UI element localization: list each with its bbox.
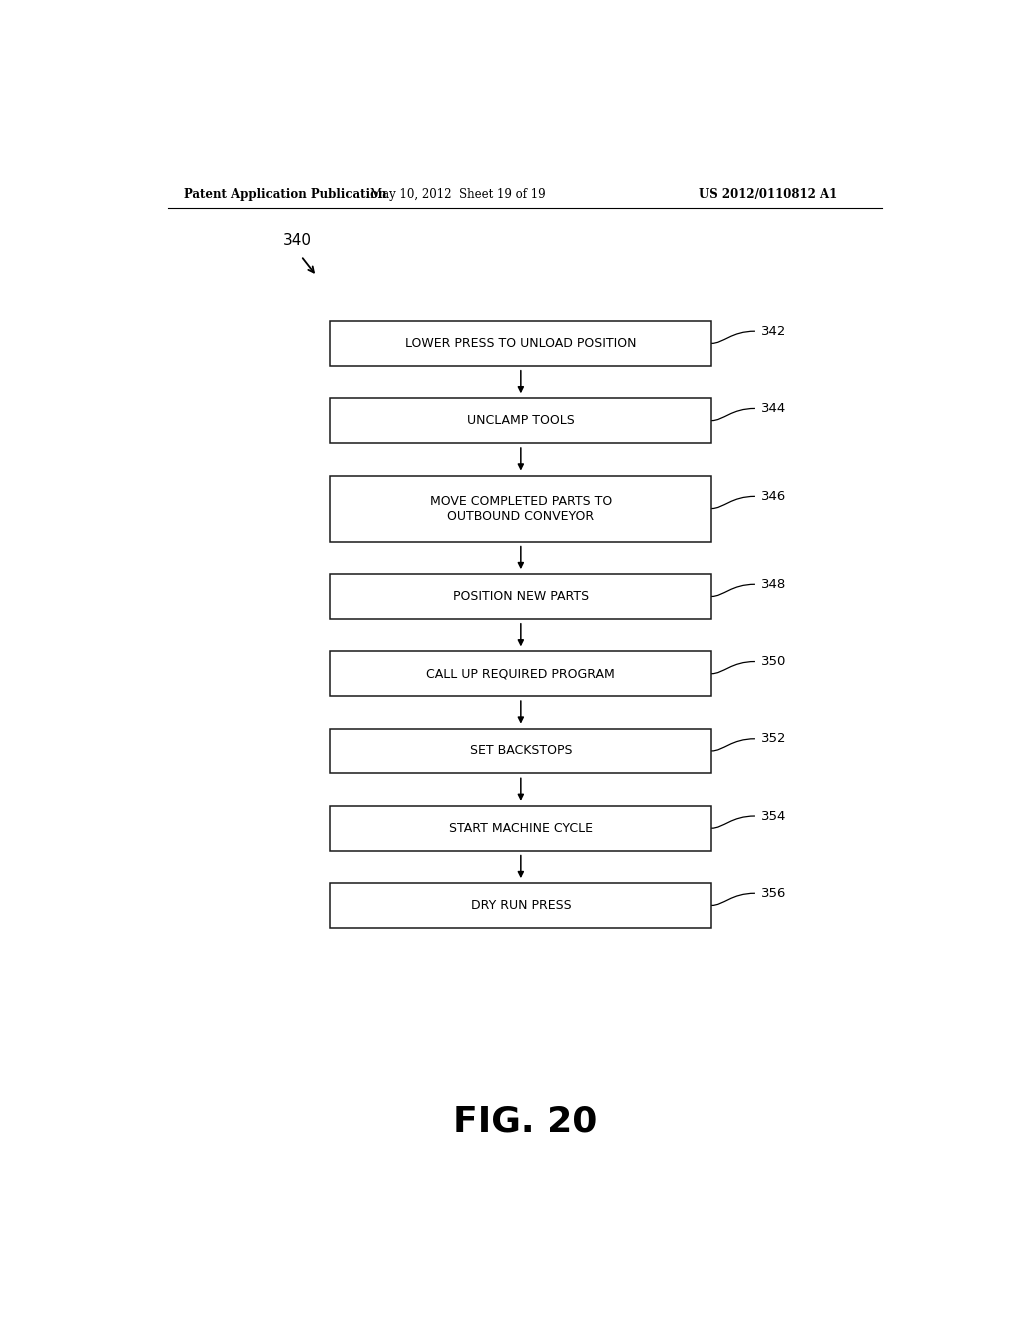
Text: 340: 340 xyxy=(283,232,311,248)
Text: START MACHINE CYCLE: START MACHINE CYCLE xyxy=(449,822,593,834)
Text: 344: 344 xyxy=(761,401,786,414)
Text: 352: 352 xyxy=(761,733,786,746)
Text: MOVE COMPLETED PARTS TO
OUTBOUND CONVEYOR: MOVE COMPLETED PARTS TO OUTBOUND CONVEYO… xyxy=(430,495,612,523)
Text: 348: 348 xyxy=(761,578,786,591)
Text: US 2012/0110812 A1: US 2012/0110812 A1 xyxy=(699,189,838,202)
Text: UNCLAMP TOOLS: UNCLAMP TOOLS xyxy=(467,414,574,428)
Text: CALL UP REQUIRED PROGRAM: CALL UP REQUIRED PROGRAM xyxy=(426,667,615,680)
Text: FIG. 20: FIG. 20 xyxy=(453,1105,597,1139)
Text: 346: 346 xyxy=(761,490,786,503)
Text: POSITION NEW PARTS: POSITION NEW PARTS xyxy=(453,590,589,603)
Bar xyxy=(331,805,712,850)
Text: 342: 342 xyxy=(761,325,786,338)
Text: 350: 350 xyxy=(761,655,786,668)
Text: LOWER PRESS TO UNLOAD POSITION: LOWER PRESS TO UNLOAD POSITION xyxy=(406,337,637,350)
Text: DRY RUN PRESS: DRY RUN PRESS xyxy=(470,899,571,912)
Bar xyxy=(331,475,712,541)
Bar xyxy=(331,574,712,619)
Bar xyxy=(331,883,712,928)
Text: 356: 356 xyxy=(761,887,786,900)
Text: 354: 354 xyxy=(761,809,786,822)
Text: May 10, 2012  Sheet 19 of 19: May 10, 2012 Sheet 19 of 19 xyxy=(370,189,545,202)
Bar xyxy=(331,321,712,366)
Bar xyxy=(331,399,712,444)
Bar xyxy=(331,729,712,774)
Text: SET BACKSTOPS: SET BACKSTOPS xyxy=(470,744,572,758)
Text: Patent Application Publication: Patent Application Publication xyxy=(183,189,386,202)
Bar xyxy=(331,651,712,696)
